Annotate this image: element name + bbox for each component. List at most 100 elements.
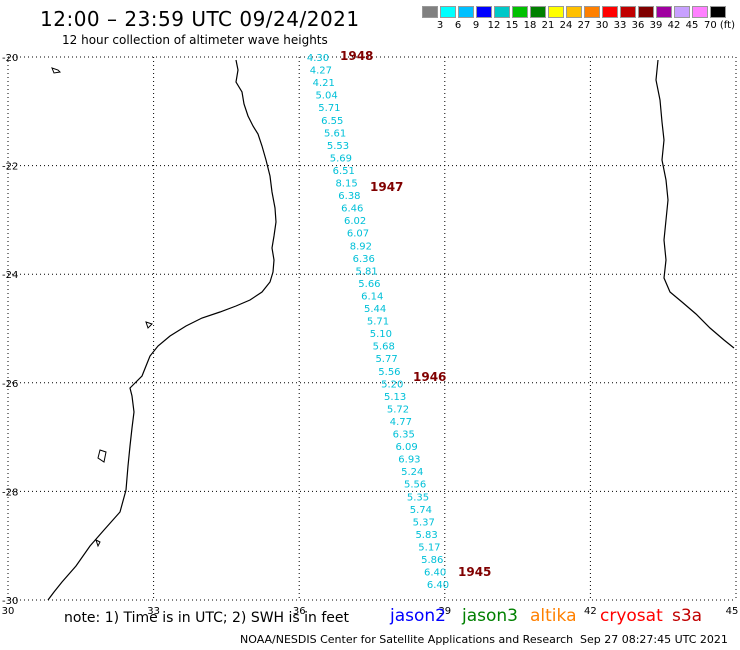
lon-tick-label: 30 — [2, 606, 15, 617]
colorbar-swatch — [584, 6, 600, 18]
swh-value: 6.38 — [338, 191, 360, 202]
swh-value: 5.71 — [367, 317, 389, 328]
colorbar-label: 33 — [613, 20, 627, 31]
colorbar-label: 21 — [541, 20, 555, 31]
swh-value: 8.15 — [335, 179, 357, 190]
swh-value: 5.61 — [324, 128, 346, 139]
swh-value: 5.20 — [381, 379, 403, 390]
island — [95, 539, 101, 548]
colorbar-label: 15 — [505, 20, 519, 31]
swh-value: 6.55 — [321, 116, 343, 127]
africa-coastline — [47, 59, 277, 601]
swh-value: 6.07 — [347, 229, 369, 240]
swh-value: 5.81 — [355, 266, 377, 277]
swh-value: 4.27 — [310, 66, 332, 77]
mission-altika: altika — [530, 606, 577, 626]
lat-tick-label: -22 — [2, 162, 18, 173]
madagascar-coastline — [655, 59, 735, 349]
colorbar-swatch — [440, 6, 456, 18]
colorbar-label: 27 — [577, 20, 591, 31]
colorbar-label: 12 — [487, 20, 501, 31]
lat-tick-label: -20 — [2, 53, 18, 64]
swh-value: 5.68 — [373, 342, 395, 353]
swh-value: 8.92 — [350, 241, 372, 252]
lon-tick-label: 42 — [584, 606, 597, 617]
swh-value: 6.36 — [353, 254, 375, 265]
lon-tick-label: 36 — [293, 606, 306, 617]
lat-tick-label: -30 — [2, 596, 18, 607]
swh-value: 5.37 — [413, 517, 435, 528]
lon-tick-label: 39 — [438, 606, 451, 617]
swh-value: 5.86 — [421, 555, 443, 566]
map-title: 12:00 – 23:59 UTC 09/24/2021 — [40, 7, 360, 31]
colorbar-swatch — [602, 6, 618, 18]
colorbar-swatch — [422, 6, 438, 18]
swh-value: 5.13 — [384, 392, 406, 403]
swh-value: 5.04 — [315, 91, 337, 102]
swh-value: 6.46 — [341, 204, 363, 215]
colorbar-swatch — [566, 6, 582, 18]
time-label: 1946 — [413, 370, 446, 384]
swh-value: 5.69 — [330, 153, 352, 164]
lat-tick-label: -24 — [2, 270, 18, 281]
swh-value: 5.24 — [401, 467, 423, 478]
colorbar-swatch — [620, 6, 636, 18]
swh-value: 4.21 — [313, 78, 335, 89]
island — [97, 449, 107, 463]
swh-value: 6.35 — [393, 430, 415, 441]
swh-value: 6.14 — [361, 291, 383, 302]
colorbar-swatch — [530, 6, 546, 18]
mission-jason2: jason2 — [390, 606, 446, 626]
swh-value: 4.77 — [390, 417, 412, 428]
footer-credit: NOAA/NESDIS Center for Satellite Applica… — [240, 633, 574, 646]
swh-value: 6.93 — [398, 455, 420, 466]
swh-value: 6.40 — [427, 580, 449, 591]
colorbar-label: 18 — [523, 20, 537, 31]
colorbar-swatch — [710, 6, 726, 18]
map-subtitle: 12 hour collection of altimeter wave hei… — [62, 33, 328, 47]
swh-value: 5.74 — [410, 505, 432, 516]
colorbar-label: 6 — [454, 20, 462, 31]
swh-value: 5.10 — [370, 329, 392, 340]
mission-jason3: jason3 — [462, 606, 518, 626]
colorbar-swatch — [548, 6, 564, 18]
swh-value: 5.83 — [415, 530, 437, 541]
swh-value: 5.35 — [407, 492, 429, 503]
colorbar-swatch — [656, 6, 672, 18]
colorbar-label: 30 — [595, 20, 609, 31]
swh-value: 5.17 — [418, 542, 440, 553]
colorbar-swatch — [476, 6, 492, 18]
colorbar-swatch — [638, 6, 654, 18]
colorbar-label: 70 (ft) — [704, 20, 735, 31]
swh-value: 5.66 — [358, 279, 380, 290]
colorbar-label: 45 — [685, 20, 699, 31]
swh-value: 6.09 — [395, 442, 417, 453]
lat-tick-label: -26 — [2, 379, 18, 390]
time-label: 1945 — [458, 565, 491, 579]
colorbar-label: 39 — [649, 20, 663, 31]
satellite-track: 4.304.274.215.045.716.555.615.535.696.51… — [307, 49, 492, 591]
time-label: 1947 — [370, 180, 403, 194]
island — [145, 321, 153, 329]
swh-value: 5.44 — [364, 304, 386, 315]
swh-value: 6.51 — [333, 166, 355, 177]
footer-timestamp: Sep 27 08:27:45 UTC 2021 — [580, 633, 728, 646]
lat-tick-label: -28 — [2, 487, 18, 498]
colorbar-label: 24 — [559, 20, 573, 31]
swh-value: 5.53 — [327, 141, 349, 152]
swh-value: 5.72 — [387, 404, 409, 415]
colorbar-swatch — [692, 6, 708, 18]
note-text: note: 1) Time is in UTC; 2) SWH is in fe… — [64, 610, 350, 626]
mission-s3a: s3a — [672, 606, 703, 626]
colorbar-swatch — [674, 6, 690, 18]
swh-value: 5.56 — [404, 480, 426, 491]
lon-tick-label: 45 — [726, 606, 739, 617]
swh-value: 5.71 — [318, 103, 340, 114]
swh-value: 6.02 — [344, 216, 366, 227]
colorbar-label: 36 — [631, 20, 645, 31]
colorbar-swatch — [494, 6, 510, 18]
colorbar-swatch — [458, 6, 474, 18]
lon-tick-label: 33 — [147, 606, 160, 617]
lat-lon-grid: 30 33 36 39 42 45 -20 -22 -24 -26 -28 -30 — [2, 53, 739, 617]
